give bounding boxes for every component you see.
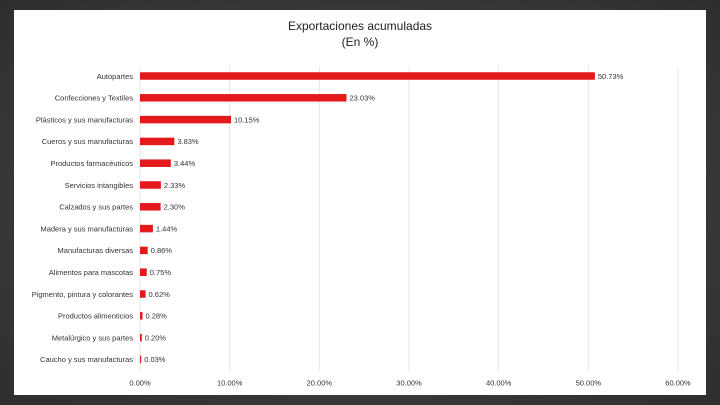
bar (140, 290, 146, 298)
bar-chart: Autopartes Confecciones y Textiles Plástic… (32, 66, 691, 387)
bar (140, 246, 148, 255)
value-label: 10.15% (234, 115, 260, 124)
value-label: 2.30% (164, 203, 186, 212)
chart-panel: Exportaciones acumuladas (En %) Autopart… (14, 10, 706, 395)
bar (140, 181, 161, 189)
value-label: 0.20% (145, 333, 167, 342)
bar (140, 72, 595, 80)
bar (140, 224, 153, 233)
x-axis-ticks: 0.00% 10.00% 20.00% 30.00% 40.00% 50.00% 60.00… (129, 378, 691, 387)
category-label: Cueros y sus manufacturas (42, 137, 134, 146)
gridlines (139, 66, 679, 372)
value-label: 23.03% (350, 94, 376, 103)
category-label: Caucho y sus manufacturas (40, 355, 133, 364)
bar (140, 333, 142, 342)
bars (140, 72, 595, 364)
value-label: 0.86% (151, 246, 173, 255)
bar (140, 137, 175, 146)
x-tick-label: 20.00% (307, 378, 333, 387)
value-label: 2.33% (164, 181, 186, 190)
value-label: 0.75% (150, 268, 172, 277)
category-label: Metalúrgico y sus partes (52, 333, 134, 342)
x-tick-label: 40.00% (486, 378, 512, 387)
category-label: Autopartes (97, 72, 134, 81)
bar (140, 355, 142, 364)
chart-title-block: Exportaciones acumuladas (En %) (14, 18, 706, 50)
category-label: Productos alimenticios (58, 312, 133, 321)
value-label: 1.44% (156, 224, 178, 233)
value-labels: 50.73% 23.03% 10.15% 3.83% 3.44% 2.33% 2.30% 1.… (144, 72, 623, 364)
value-label: 0.62% (149, 290, 171, 299)
chart-subtitle: (En %) (341, 35, 379, 49)
category-label: Alimentos para mascotas (49, 268, 133, 277)
category-label: Pigmento, pintura y colorantes (32, 290, 134, 299)
value-label: 3.44% (174, 159, 196, 168)
category-label: Productos farmacéuticos (50, 159, 133, 168)
bar (140, 159, 171, 167)
value-label: 50.73% (598, 72, 624, 81)
category-label: Plásticos y sus manufacturas (36, 115, 133, 124)
x-tick-label: 10.00% (217, 378, 243, 387)
bar (140, 203, 161, 211)
x-tick-label: 50.00% (576, 378, 602, 387)
category-label: Madera y sus manufacturas (40, 224, 133, 233)
category-label: Confecciones y Textiles (55, 94, 133, 103)
category-label: Manufacturas diversas (58, 246, 134, 255)
value-label: 0.03% (144, 355, 166, 364)
bar (140, 115, 232, 124)
value-label: 0.28% (146, 312, 168, 321)
bar (140, 94, 347, 102)
chart-title: Exportaciones acumuladas (287, 19, 433, 33)
x-tick-label: 0.00% (129, 378, 151, 387)
bar (140, 268, 147, 276)
category-label: Calzados y sus partes (59, 203, 133, 212)
x-tick-label: 60.00% (665, 378, 691, 387)
x-tick-label: 30.00% (396, 378, 422, 387)
category-labels: Autopartes Confecciones y Textiles Plástic… (32, 72, 134, 364)
bar (140, 312, 143, 320)
value-label: 3.83% (177, 137, 199, 146)
category-label: Servicios intangibles (65, 181, 134, 190)
